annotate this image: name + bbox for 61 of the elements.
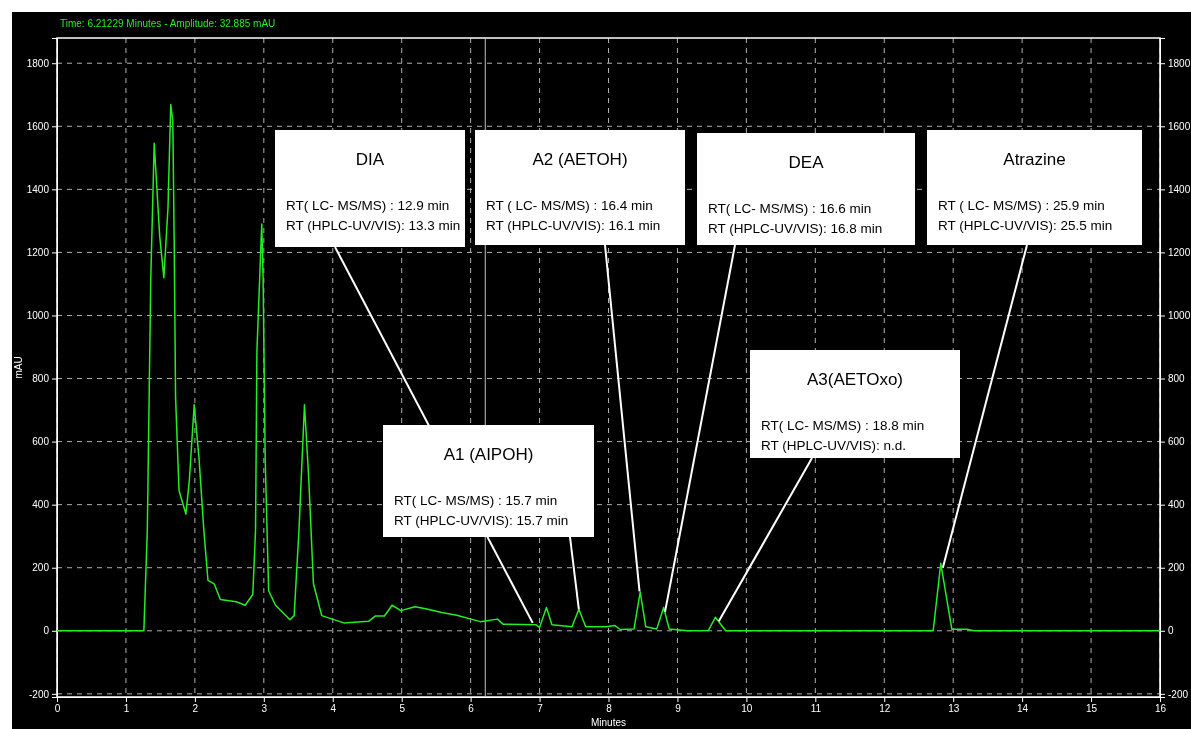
x-tick-label: 0	[54, 703, 61, 715]
y-tick-label: 1600	[26, 120, 50, 132]
y2-tick-label: 0	[1168, 625, 1174, 637]
x-tick-label: 8	[606, 703, 613, 715]
x-tick-label: 12	[879, 703, 891, 715]
annotation: RT (HPLC-UV/VIS): 16.1 min	[486, 218, 661, 233]
y2-tick-label: 1800	[1168, 57, 1191, 69]
annotation: RT (HPLC-UV/VIS): 16.8 min	[708, 221, 883, 236]
annotation: A1 (AIPOH)	[443, 445, 534, 464]
y2-tick-label: 400	[1168, 499, 1186, 511]
annotation: DIA	[355, 150, 385, 169]
x-tick-label: 3	[261, 703, 268, 715]
y-tick-label: 600	[32, 436, 50, 448]
x-tick-label: 1	[123, 703, 130, 715]
annotation: RT ( LC- MS/MS) : 25.9 min	[938, 198, 1105, 213]
annotation: RT (HPLC-UV/VIS): 13.3 min	[286, 218, 461, 233]
annotation: RT (HPLC-UV/VIS): 25.5 min	[938, 218, 1113, 233]
y-tick-label: 1400	[26, 184, 50, 196]
y2-tick-label: 200	[1168, 562, 1186, 574]
x-tick-label: 7	[537, 703, 544, 715]
x-tick-label: 16	[1154, 703, 1167, 715]
x-tick-label: 10	[741, 703, 753, 715]
y-tick-label: 800	[32, 373, 50, 385]
y2-tick-label: 1000	[1168, 310, 1191, 322]
x-tick-label: 14	[1017, 703, 1029, 715]
y-tick-label: 1000	[26, 310, 50, 322]
annotation: RT (HPLC-UV/VIS): n.d.	[761, 438, 907, 453]
y-tick-label: 1800	[26, 57, 50, 69]
x-axis-title: Minutes	[590, 717, 627, 728]
x-tick-label: 2	[192, 703, 199, 715]
x-tick-label: 11	[810, 703, 822, 715]
y2-tick-label: 1200	[1168, 247, 1191, 259]
y2-tick-label: 1600	[1168, 120, 1191, 132]
annotation: RT ( LC- MS/MS) : 16.4 min	[486, 198, 653, 213]
annotation: RT( LC- MS/MS) : 18.8 min	[761, 418, 925, 433]
annotation: A2 (AETOH)	[532, 150, 628, 169]
annotation: Atrazine	[1003, 150, 1066, 169]
y2-tick-label: 800	[1168, 373, 1186, 385]
y-tick-label: 0	[43, 625, 50, 637]
annotation: RT( LC- MS/MS) : 15.7 min	[394, 493, 558, 508]
y-tick-label: -200	[28, 688, 50, 700]
x-tick-label: 9	[675, 703, 682, 715]
x-tick-label: 6	[468, 703, 475, 715]
line-series	[57, 103, 1160, 632]
annotation: DEA	[788, 153, 825, 172]
y-tick-label: 1200	[26, 247, 50, 259]
x-tick-label: 4	[330, 703, 337, 715]
x-tick-label: 15	[1086, 703, 1098, 715]
annotation: A3(AETOxo)	[806, 370, 904, 389]
y-tick-label: 400	[32, 499, 50, 511]
annotation: RT (HPLC-UV/VIS): 15.7 min	[394, 513, 569, 528]
annotation: RT( LC- MS/MS) : 16.6 min	[708, 201, 872, 216]
y2-tick-label: 600	[1168, 436, 1186, 448]
x-tick-label: 13	[948, 703, 960, 715]
y2-tick-label: -200	[1168, 688, 1189, 700]
y-axis-title: mAU	[13, 356, 24, 379]
annotation: RT( LC- MS/MS) : 12.9 min	[286, 198, 450, 213]
x-tick-label: 5	[399, 703, 406, 715]
y2-tick-label: 1400	[1168, 184, 1191, 196]
chart-title: Time: 6.21229 Minutes - Amplitude: 32.885 mAU	[60, 18, 276, 29]
y-tick-label: 200	[32, 562, 50, 574]
